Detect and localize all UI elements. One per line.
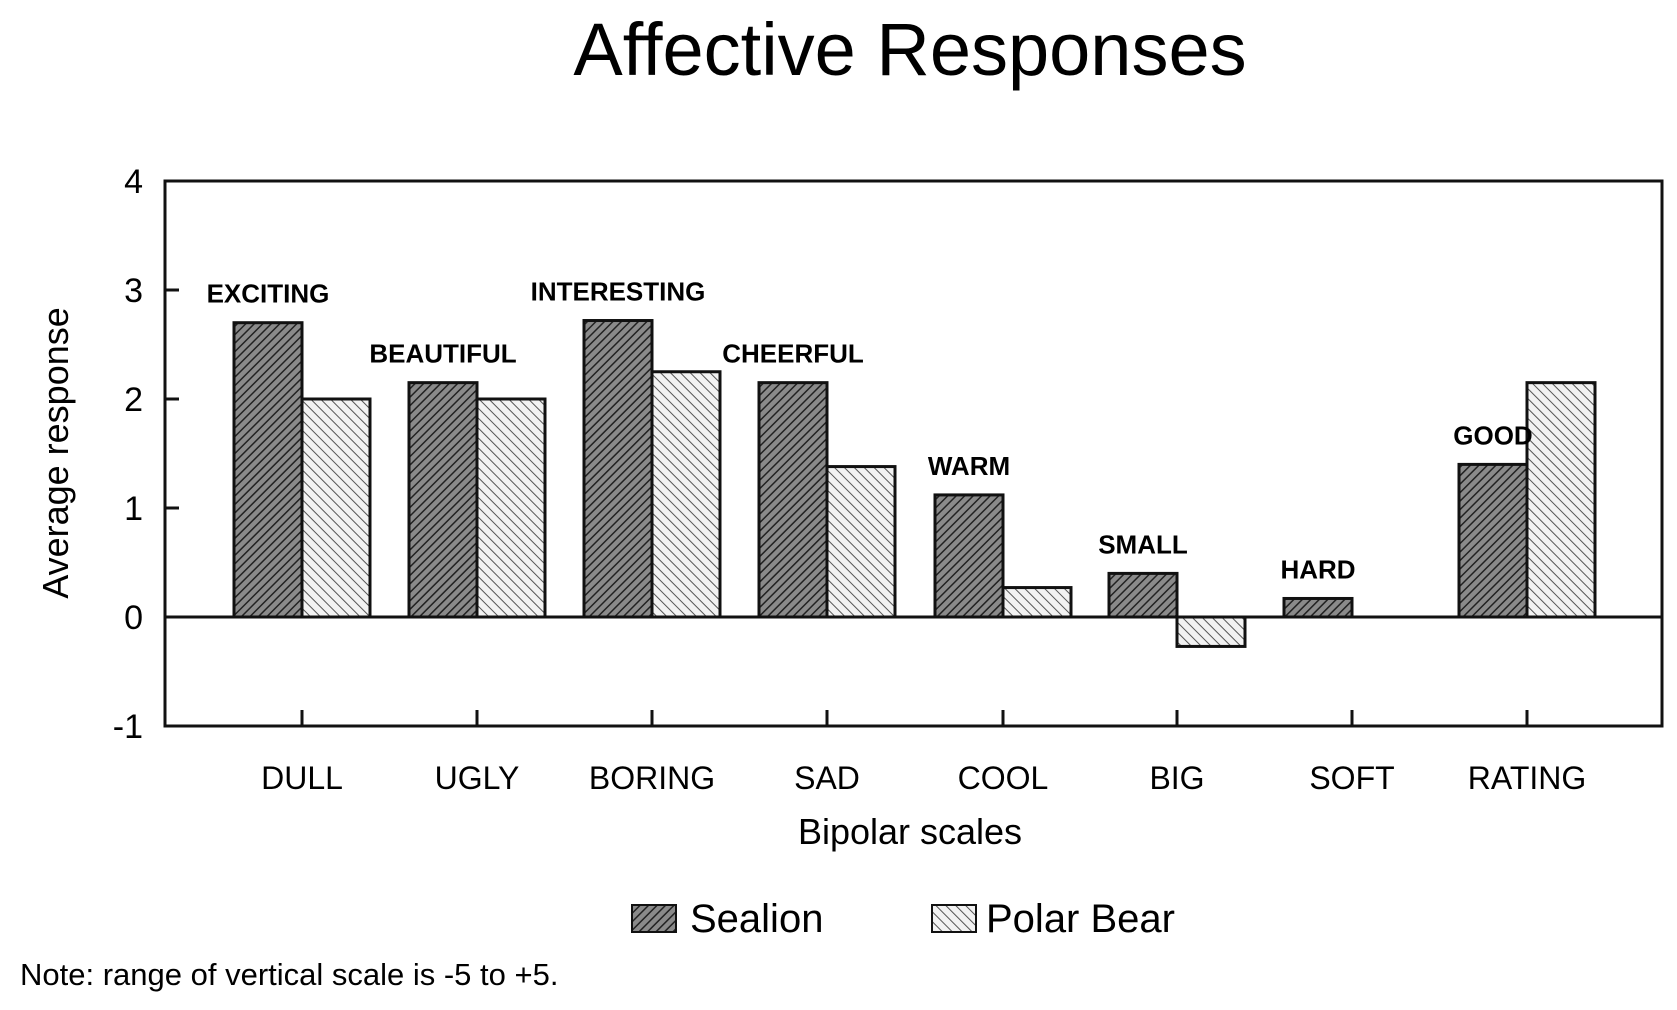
chart-title: Affective Responses: [573, 8, 1246, 91]
bar-sealion-boring: [582, 319, 654, 619]
bars: [232, 319, 1597, 648]
pole-label-hard: HARD: [1280, 554, 1355, 584]
bar-polar-bear-dull: [300, 397, 372, 619]
bar-sealion-cool: [933, 493, 1005, 619]
pole-label-exciting: EXCITING: [207, 279, 330, 309]
bar-sealion-soft: [1282, 596, 1354, 619]
bar-sealion-ugly: [407, 381, 479, 619]
pole-labels: EXCITING BEAUTIFUL INTERESTING CHEERFUL WARM…: [207, 277, 1533, 585]
chart-note: Note: range of vertical scale is -5 to +…: [20, 957, 558, 992]
pole-label-good: GOOD: [1453, 420, 1532, 450]
bar-sealion-big: [1107, 571, 1179, 619]
bar-polar-bear-sad: [825, 465, 897, 619]
x-tick-label-sad: SAD: [794, 760, 860, 796]
y-tick-label: 0: [124, 599, 143, 637]
y-tick-label: 4: [124, 163, 143, 201]
legend: Sealion Polar Bear: [631, 897, 1175, 941]
legend-label-polar-bear: Polar Bear: [986, 897, 1175, 941]
bar-polar-bear-boring: [650, 370, 722, 619]
x-axis-label: Bipolar scales: [798, 811, 1022, 852]
x-tick-label-soft: SOFT: [1309, 760, 1394, 796]
y-tick-label: 2: [124, 381, 143, 419]
pole-label-beautiful: BEAUTIFUL: [369, 339, 516, 369]
x-tick-label-boring: BORING: [589, 760, 715, 796]
legend-swatch-sealion: [631, 904, 677, 933]
legend-label-sealion: Sealion: [690, 897, 823, 941]
bar-sealion-sad: [757, 381, 829, 619]
bar-polar-bear-big: [1175, 615, 1247, 648]
category-labels: DULL UGLY BORING SAD COOL BIG SOFT RATING: [261, 760, 1586, 796]
bar-polar-bear-cool: [1001, 586, 1073, 619]
y-axis-ticks: 4 3 2 1 0 -1: [113, 163, 179, 746]
x-tick-label-dull: DULL: [261, 760, 343, 796]
plot-frame: [163, 179, 1664, 728]
y-axis-label: Average response: [35, 307, 76, 599]
legend-swatch-polar-bear: [931, 904, 977, 933]
x-axis-ticks: [300, 710, 1529, 726]
x-tick-label-rating: RATING: [1468, 760, 1587, 796]
x-tick-label-big: BIG: [1149, 760, 1204, 796]
x-tick-label-ugly: UGLY: [435, 760, 520, 796]
pole-label-cheerful: CHEERFUL: [722, 339, 864, 369]
bar-polar-bear-rating: [1525, 381, 1597, 619]
pole-label-small: SMALL: [1098, 529, 1188, 559]
pole-label-warm: WARM: [928, 451, 1010, 481]
bar-sealion-rating: [1457, 462, 1529, 619]
bar-sealion-dull: [232, 321, 304, 619]
y-tick-label: -1: [113, 708, 143, 746]
y-tick-label: 1: [124, 490, 143, 528]
pole-label-interesting: INTERESTING: [531, 277, 706, 307]
y-tick-label: 3: [124, 272, 143, 310]
x-tick-label-cool: COOL: [958, 760, 1049, 796]
bar-polar-bear-ugly: [475, 397, 547, 619]
